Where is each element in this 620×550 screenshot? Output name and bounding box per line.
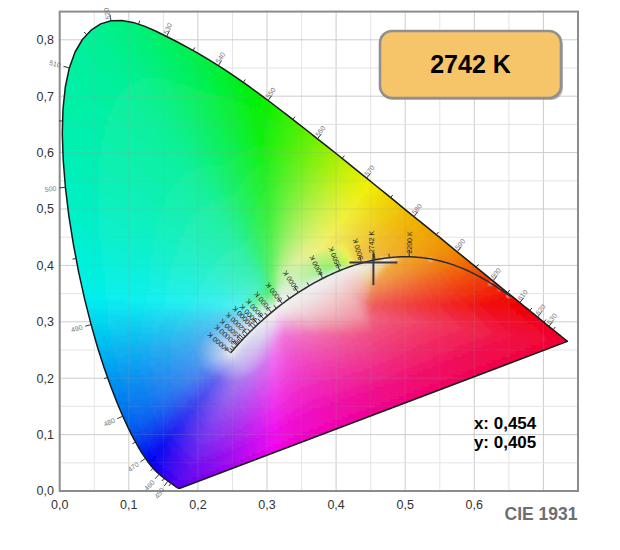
svg-text:0,1: 0,1 xyxy=(37,428,54,442)
svg-text:0,6: 0,6 xyxy=(37,146,54,160)
svg-text:0,5: 0,5 xyxy=(37,202,54,216)
svg-text:CIE 1931: CIE 1931 xyxy=(505,504,578,524)
svg-text:0,2: 0,2 xyxy=(37,372,54,386)
svg-text:0,4: 0,4 xyxy=(327,498,344,512)
svg-text:0,1: 0,1 xyxy=(120,498,137,512)
svg-text:2742 K: 2742 K xyxy=(430,50,511,78)
svg-text:0,8: 0,8 xyxy=(37,33,54,47)
svg-text:0,2: 0,2 xyxy=(189,498,206,512)
svg-text:0,7: 0,7 xyxy=(37,90,54,104)
svg-text:y: 0,405: y: 0,405 xyxy=(474,433,536,452)
svg-text:0,0: 0,0 xyxy=(37,484,54,498)
svg-text:0,0: 0,0 xyxy=(51,498,68,512)
svg-text:0,6: 0,6 xyxy=(466,498,483,512)
svg-text:2200 K: 2200 K xyxy=(406,231,414,254)
svg-text:500: 500 xyxy=(44,185,56,193)
svg-text:0,3: 0,3 xyxy=(258,498,275,512)
svg-text:0,3: 0,3 xyxy=(37,315,54,329)
svg-text:0,4: 0,4 xyxy=(37,259,54,273)
svg-text:x: 0,454: x: 0,454 xyxy=(474,414,537,433)
svg-text:0,5: 0,5 xyxy=(397,498,414,512)
svg-text:2742 K: 2742 K xyxy=(368,231,375,254)
